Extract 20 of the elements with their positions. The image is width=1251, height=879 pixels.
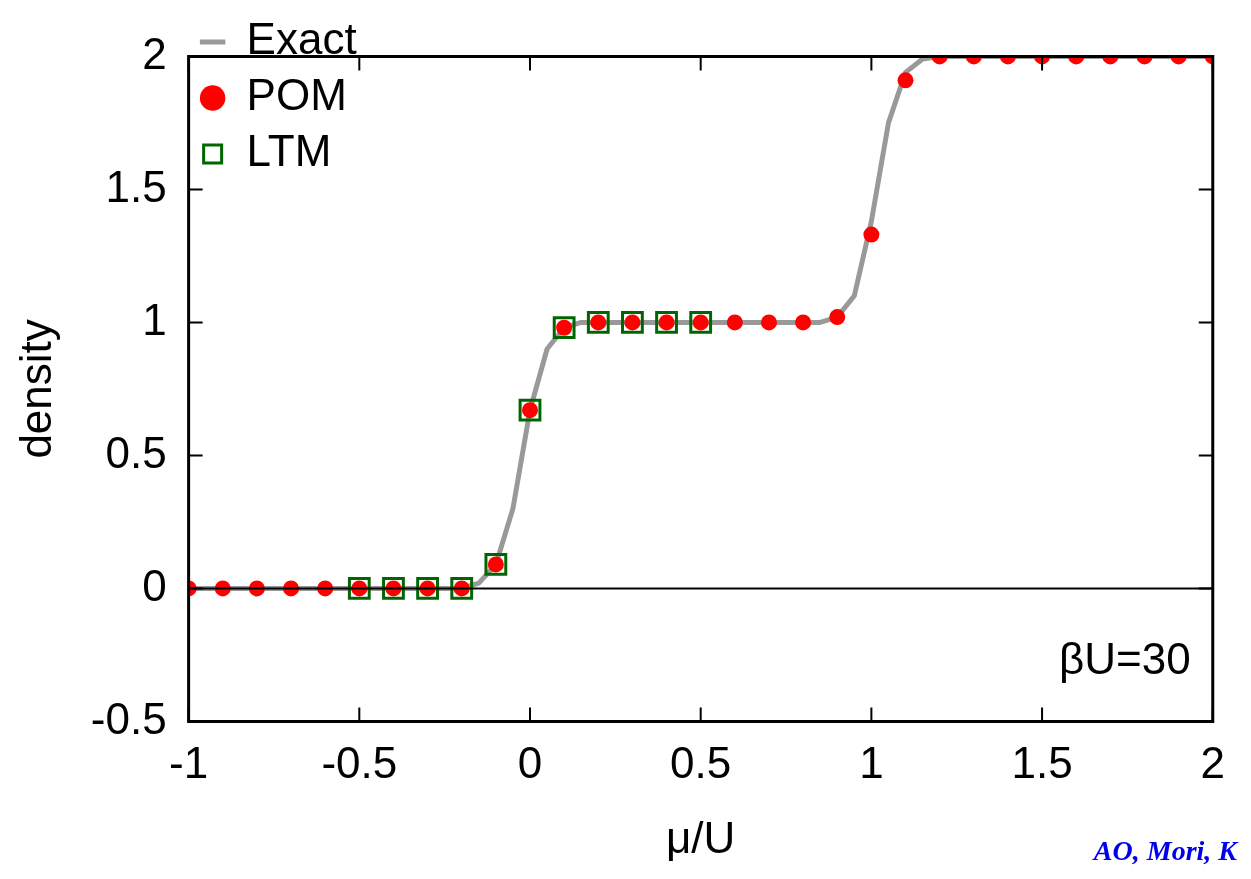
x-tick-label: -1 — [169, 737, 209, 787]
x-tick-label: 1 — [859, 737, 884, 787]
y-tick-label: 0.5 — [105, 427, 167, 477]
x-tick-label: -0.5 — [321, 737, 398, 787]
annotation: βU=30 — [1059, 633, 1191, 683]
y-axis-title: density — [10, 319, 60, 459]
legend-label: LTM — [246, 126, 332, 176]
x-tick-label: 1.5 — [1011, 737, 1073, 787]
text: AO, Mori, K — [1093, 835, 1237, 867]
legend-label: POM — [246, 70, 347, 120]
x-tick-label: 2 — [1200, 737, 1226, 787]
y-tick-label: 0 — [142, 560, 167, 610]
legend-label: Exact — [246, 14, 357, 64]
y-tick-label: 1 — [142, 294, 167, 344]
y-tick-label: -0.5 — [90, 693, 167, 743]
x-tick-label: 0 — [517, 737, 543, 787]
x-axis-title: μ/U — [666, 812, 736, 862]
y-tick-label: 1.5 — [105, 161, 167, 211]
x-tick-label: 0.5 — [670, 737, 732, 787]
y-tick-label: 2 — [142, 28, 167, 78]
